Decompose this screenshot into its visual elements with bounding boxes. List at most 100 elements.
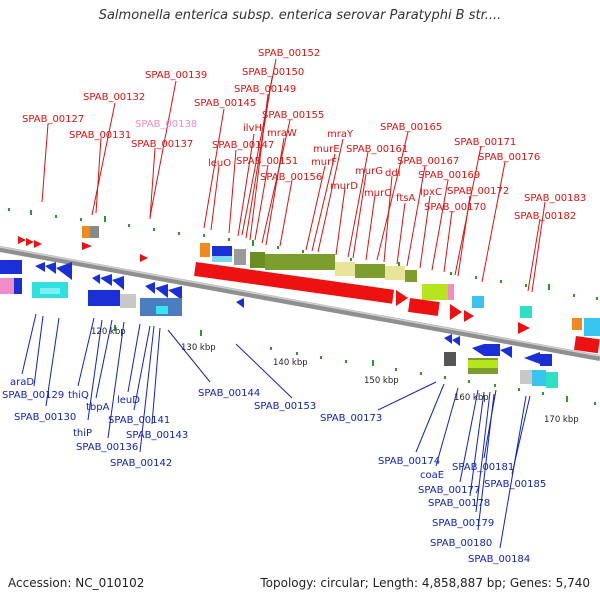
gene-label-ilvh[interactable]: ilvH [243, 123, 262, 134]
gene-label-spab-00184[interactable]: SPAB_00184 [468, 554, 530, 565]
tick [594, 402, 596, 405]
gene-label-murc[interactable]: murC [364, 188, 391, 199]
leader-line [431, 179, 449, 271]
forward-gene-arrow [34, 240, 42, 248]
gene-label-spab-00145[interactable]: SPAB_00145 [194, 98, 256, 109]
gene-label-mray[interactable]: mraY [327, 129, 354, 140]
gene-label-spab-00127[interactable]: SPAB_00127 [22, 114, 84, 125]
leader-line [365, 194, 376, 261]
gene-label-arad[interactable]: araD [10, 377, 34, 388]
gene-label-spab-00156[interactable]: SPAB_00156 [260, 172, 322, 183]
gene-label-spab-00172[interactable]: SPAB_00172 [447, 186, 509, 197]
gene-label-spab-00150[interactable]: SPAB_00150 [242, 67, 304, 78]
tick [500, 280, 502, 283]
gene-label-leuo[interactable]: leuO [208, 158, 231, 169]
tick [302, 250, 304, 253]
gene-label-spab-00177[interactable]: SPAB_00177 [418, 485, 480, 496]
genome-title: Salmonella enterica subsp. enterica sero… [98, 8, 502, 23]
gene-label-spab-00139[interactable]: SPAB_00139 [145, 70, 207, 81]
gene-label-spab-00180[interactable]: SPAB_00180 [430, 538, 492, 549]
gene-label-spab-00129[interactable]: SPAB_00129 [2, 390, 64, 401]
gene-label-spab-00169[interactable]: SPAB_00169 [418, 170, 480, 181]
forward-gene-arrow [464, 310, 474, 322]
gene-label-spab-00138[interactable]: SPAB_00138 [135, 119, 197, 130]
gene-label-spab-00143[interactable]: SPAB_00143 [126, 430, 188, 441]
leader-line [383, 175, 393, 263]
gene-label-tbpa[interactable]: tbpA [86, 402, 110, 413]
forward-gene-arrow [518, 322, 530, 334]
reverse-gene-arrow [56, 262, 72, 280]
forward-genes [18, 236, 600, 354]
gene-label-spab-00131[interactable]: SPAB_00131 [69, 130, 131, 141]
gene-label-leud[interactable]: leuD [117, 395, 140, 406]
gene-label-spab-00161[interactable]: SPAB_00161 [346, 144, 408, 155]
gene-label-spab-00149[interactable]: SPAB_00149 [234, 84, 296, 95]
gene-label-spab-00170[interactable]: SPAB_00170 [424, 202, 486, 213]
feature-block [14, 278, 22, 294]
tick [542, 392, 544, 395]
tick [350, 258, 352, 261]
gene-label-spab-00179[interactable]: SPAB_00179 [432, 518, 494, 529]
gene-label-spab-00153[interactable]: SPAB_00153 [254, 401, 316, 412]
tick [128, 224, 130, 227]
gene-label-spab-00130[interactable]: SPAB_00130 [14, 412, 76, 423]
leader-line [167, 329, 211, 383]
gene-label-spab-00137[interactable]: SPAB_00137 [131, 139, 193, 150]
gene-label-spab-00171[interactable]: SPAB_00171 [454, 137, 516, 148]
gene-label-spab-00144[interactable]: SPAB_00144 [198, 388, 260, 399]
feature-block [546, 372, 558, 388]
leader-line [21, 313, 37, 375]
gene-label-spab-00151[interactable]: SPAB_00151 [236, 156, 298, 167]
gene-label-spab-00183[interactable]: SPAB_00183 [524, 193, 586, 204]
gene-label-thip[interactable]: thiP [73, 428, 92, 439]
tick [475, 276, 477, 279]
gene-label-lpxc[interactable]: lpxC [420, 187, 442, 198]
bottom-labels: araD SPAB_00129 thiQ SPAB_00130 tbpA leu… [2, 313, 546, 565]
gene-label-spab-00147[interactable]: SPAB_00147 [212, 140, 274, 151]
leader-line [499, 395, 527, 549]
summary-label: Topology: circular; Length: 4,858,887 bp… [260, 576, 590, 590]
gene-label-ddl[interactable]: ddl [385, 168, 400, 179]
tick [320, 356, 322, 359]
gene-label-spab-00176[interactable]: SPAB_00176 [478, 152, 540, 163]
gene-label-spab-00165[interactable]: SPAB_00165 [380, 122, 442, 133]
gene-label-spab-00181[interactable]: SPAB_00181 [452, 462, 514, 473]
tick [178, 232, 180, 235]
gene-label-mure[interactable]: murE [313, 144, 340, 155]
gene-label-coae[interactable]: coaE [420, 470, 444, 481]
gene-label-spab-00141[interactable]: SPAB_00141 [108, 415, 170, 426]
gene-label-spab-00185[interactable]: SPAB_00185 [484, 479, 546, 490]
gene-label-spab-00152[interactable]: SPAB_00152 [258, 48, 320, 59]
tick [228, 238, 230, 241]
forward-gene-arrow [82, 242, 92, 250]
gene-label-spab-00182[interactable]: SPAB_00182 [514, 211, 576, 222]
gene-label-murd[interactable]: murD [330, 181, 358, 192]
scale-label-120: 120 kbp [91, 327, 126, 337]
feature-block [444, 352, 456, 366]
gene-label-thiq[interactable]: thiQ [68, 390, 89, 401]
feature-block [532, 370, 546, 386]
tick [420, 372, 422, 375]
feature-block [82, 226, 90, 238]
gene-label-mraw[interactable]: mraW [267, 128, 297, 139]
gene-label-spab-00174[interactable]: SPAB_00174 [378, 456, 440, 467]
gene-label-spab-00142[interactable]: SPAB_00142 [110, 458, 172, 469]
tick [114, 325, 116, 331]
reverse-gene-arrow [45, 262, 56, 274]
feature-block [0, 278, 14, 294]
gene-label-spab-00136[interactable]: SPAB_00136 [76, 442, 138, 453]
gene-label-spab-00178[interactable]: SPAB_00178 [428, 498, 490, 509]
backbone-highlight [0, 246, 600, 357]
leader-line [317, 138, 344, 253]
gene-label-spab-00167[interactable]: SPAB_00167 [397, 156, 459, 167]
gene-label-ftsa[interactable]: ftsA [396, 193, 415, 204]
leader-line [419, 195, 431, 269]
tick [395, 368, 397, 371]
gene-label-spab-00155[interactable]: SPAB_00155 [262, 110, 324, 121]
feature-block [385, 266, 405, 280]
gene-label-spab-00132[interactable]: SPAB_00132 [83, 92, 145, 103]
gene-label-spab-00173[interactable]: SPAB_00173 [320, 413, 382, 424]
gene-label-murf[interactable]: murF [311, 157, 337, 168]
gene-label-murg[interactable]: murG [355, 166, 383, 177]
